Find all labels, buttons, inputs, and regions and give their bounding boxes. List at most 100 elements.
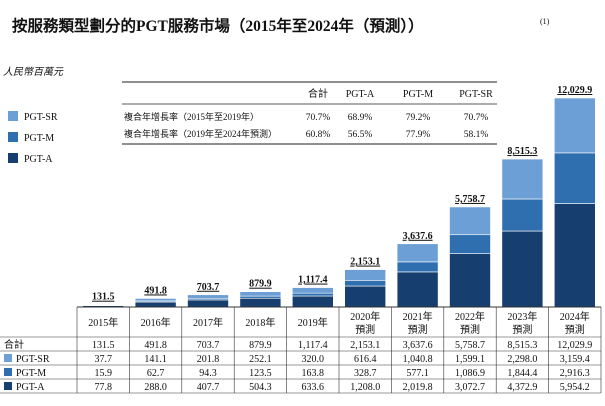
cagr-header: 合計 [308,87,328,100]
bar-segment-pgt-sr [82,304,124,306]
cagr-header: PGT-A [346,89,375,100]
bar-total-label: 1,117.4 [298,275,327,286]
data-table-value: 407.7 [197,382,220,393]
x-tick-label: 2018年 [245,316,275,329]
data-table-value: 504.3 [249,382,272,393]
bar-segment-pgt-a [501,230,544,308]
x-tick-label: 預測 [512,323,532,336]
data-table-total-value: 12,029.9 [557,340,592,351]
x-tick-label: 2022年 [455,310,485,323]
data-table-value: 1,040.8 [403,354,433,365]
data-table-value: 37.7 [94,354,112,365]
x-tick-label: 2019年 [298,316,328,329]
bar-total-label: 703.7 [197,282,220,293]
bar-segment-pgt-a [239,297,282,308]
bar-segment-pgt-sr [553,97,596,154]
data-table-total-value: 491.8 [144,340,167,351]
data-table-value: 328.7 [354,368,377,379]
cagr-row-label: 複合年增長率（2019年至2024年預測） [124,128,277,139]
bar-segment-pgt-a [344,285,387,308]
data-table-value: 163.8 [302,368,325,379]
cagr-value: 56.5% [348,130,373,140]
bar-total-label: 2,153.1 [350,257,380,268]
data-table-total-value: 703.7 [197,340,220,351]
legend-swatch [8,153,18,163]
bar-segment-pgt-m [449,234,491,254]
cagr-header: PGT-SR [459,89,493,100]
bar-segment-pgt-m [344,280,387,287]
x-tick-label: 2015年 [88,316,118,329]
data-table-swatch [4,368,12,376]
data-table-total-value: 131.5 [92,340,115,351]
bar-segment-pgt-a [134,301,177,308]
data-table-value: 633.6 [302,382,325,393]
data-table-value: 2,916.3 [560,368,590,379]
data-table-value: 320.0 [302,354,325,365]
data-table-value: 62.7 [147,368,165,379]
chart-title: 按服務類型劃分的PGT服務市場（2015年至2024年（預測）） [12,16,424,35]
cagr-value: 68.9% [348,113,373,123]
data-table-value: 1,844.4 [507,368,537,379]
cagr-value: 79.2% [406,113,431,123]
data-table-value: 123.5 [249,368,272,379]
data-table-value: 77.8 [94,382,112,393]
legend: PGT-SR PGT-M PGT-A [8,111,58,165]
bar-segment-pgt-a [187,299,229,308]
bar-segment-pgt-sr [291,287,334,294]
bar-total-label: 8,515.3 [507,146,537,157]
data-table-value: 288.0 [144,382,167,393]
unit-label: 人民幣百萬元 [3,66,64,78]
data-table-value: 1,208.0 [350,382,380,393]
bar-total-label: 879.9 [249,279,272,290]
bar-segment-pgt-m [501,198,544,232]
x-tick-label: 2023年 [507,310,537,323]
x-tick-label: 預測 [408,323,428,336]
legend-swatch [8,111,18,121]
x-tick-label: 2020年 [350,310,380,323]
legend-swatch [8,132,18,142]
data-table-value: 201.8 [197,354,220,365]
data-table-total-value: 1,117.4 [298,340,328,351]
x-tick-label: 2017年 [193,316,223,329]
cagr-row-label: 複合年增長率（2015年至2019年） [124,111,259,122]
bar-total-label: 12,029.9 [557,85,592,96]
data-table-series-label: PGT-SR [16,354,50,365]
bar-segment-pgt-sr [344,269,387,281]
x-tick-label: 2021年 [403,310,433,323]
x-tick-label: 預測 [565,323,585,336]
bar-segment-pgt-m [291,292,334,297]
legend-label: PGT-A [24,154,53,165]
data-table-value: 2,298.0 [507,354,537,365]
bar-total-label: 131.5 [92,292,115,303]
data-table-total-value: 3,637.6 [403,340,433,351]
cagr-value: 58.1% [464,130,489,140]
data-table-value: 2,019.8 [403,382,433,393]
data-table-value: 141.1 [144,354,167,365]
data-table-series-label: PGT-A [16,382,45,393]
cagr-value: 70.7% [306,113,331,123]
data-table-value: 4,372.9 [507,382,537,393]
cagr-value: 60.8% [306,130,331,140]
data-table-value: 1,599.1 [455,354,485,365]
bar-total-label: 491.8 [144,285,167,296]
bar-segment-pgt-sr [187,294,229,299]
legend-label: PGT-M [24,133,54,144]
bar-segment-pgt-a [291,295,334,308]
data-table-value: 252.1 [249,354,272,365]
data-table-value: 94.3 [199,368,217,379]
x-tick-label: 2016年 [141,316,171,329]
bar-segment-pgt-a [449,253,491,308]
data-table-value: 15.9 [94,368,112,379]
data-table-value: 3,159.4 [560,354,590,365]
bar-segment-pgt-sr [239,291,282,297]
bar-segment-pgt-sr [501,158,544,200]
bar-segment-pgt-sr [134,298,177,302]
data-table-total-label: 合計 [4,338,24,351]
x-tick-label: 預測 [355,323,375,336]
data-table-total-value: 5,758.7 [455,340,485,351]
x-tick-label: 2024年 [560,310,590,323]
cagr-value: 70.7% [464,113,489,123]
bar-segment-pgt-m [553,152,596,204]
data-table-swatch [4,354,12,362]
